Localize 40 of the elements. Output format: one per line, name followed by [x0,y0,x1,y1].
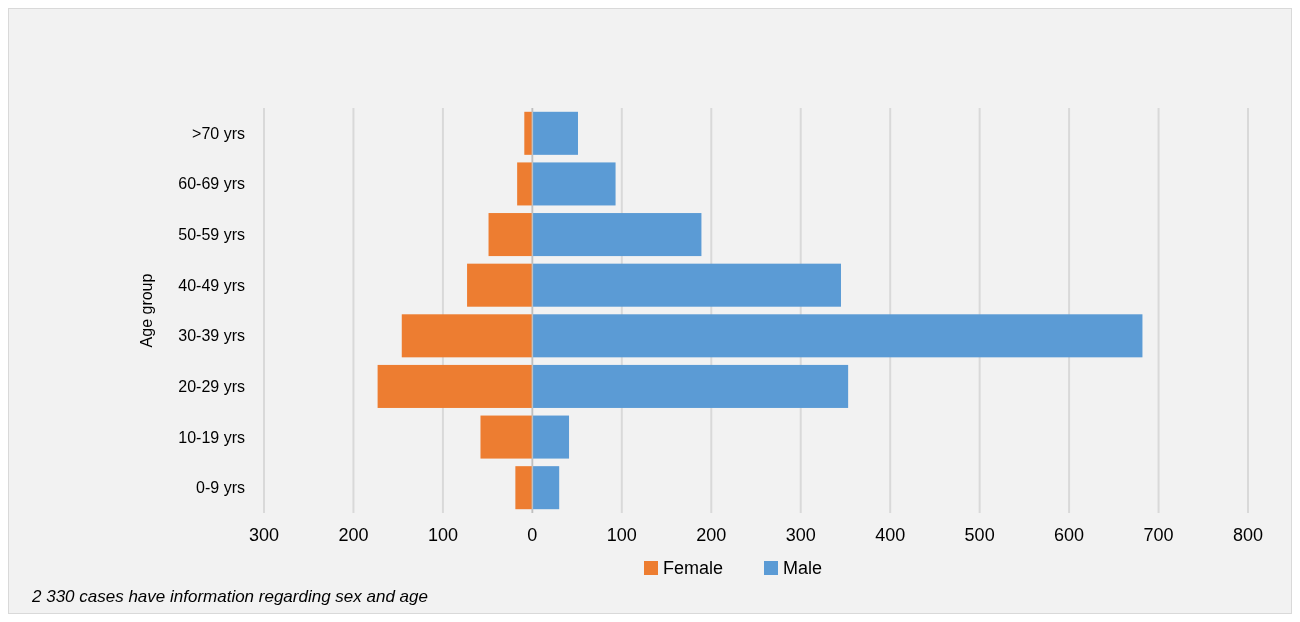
x-tick-label: 600 [1054,525,1085,545]
bar [532,111,578,155]
bar [532,213,702,257]
y-tick-label: 10-19 yrs [178,428,245,446]
text: 2 330 cases have information regarding sex and age [31,587,428,606]
x-tick-label: 700 [1143,525,1174,545]
y-tick-label: 0-9 yrs [196,479,245,497]
bar [532,364,849,408]
bar [532,314,1143,358]
y-axis-title: Age group [138,273,155,348]
x-tick-label: 500 [964,525,995,545]
y-tick-label: 60-69 yrs [178,175,245,193]
bar [532,415,570,459]
x-tick-label: 300 [785,525,816,545]
y-tick-label: 30-39 yrs [178,327,245,345]
bar [517,162,533,206]
x-tick-label: 100 [606,525,637,545]
legend-label: Female [663,558,724,578]
bar [532,162,616,206]
x-tick-label: 800 [1232,525,1264,545]
bar [532,263,841,307]
bar [515,466,533,510]
bar [377,364,533,408]
bar [488,213,533,257]
x-tick-label: 300 [248,525,280,545]
x-tick-label: 200 [696,525,727,545]
x-tick-label: 0 [527,525,538,545]
y-tick-label: 40-49 yrs [178,276,245,294]
bar [401,314,533,358]
x-tick-label: 400 [875,525,906,545]
y-tick-label: 50-59 yrs [178,226,245,244]
bar [524,111,533,155]
y-tick-label: >70 yrs [192,124,245,142]
y-tick-label: 20-29 yrs [178,377,245,395]
x-tick-label: 100 [427,525,458,545]
x-tick-label: 200 [338,525,369,545]
bar [467,263,533,307]
legend-label: Male [783,558,823,578]
bar [532,466,560,510]
bar [480,415,533,459]
